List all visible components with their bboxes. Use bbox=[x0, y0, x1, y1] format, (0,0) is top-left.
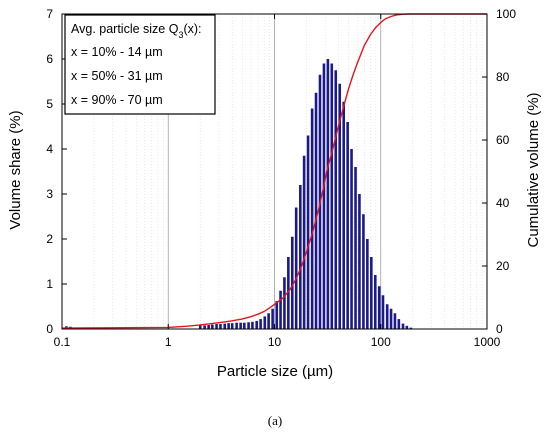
volume-share-bar bbox=[373, 275, 377, 329]
x-tick-label: 1000 bbox=[474, 335, 501, 349]
x-tick-label: 1 bbox=[165, 335, 172, 349]
legend: Avg. particle size Q3(x): x = 10% - 14 µ… bbox=[64, 14, 216, 115]
volume-share-bar bbox=[322, 63, 326, 329]
volume-share-bar bbox=[239, 322, 242, 329]
volume-share-bar bbox=[358, 194, 361, 329]
volume-share-bar bbox=[370, 257, 373, 329]
legend-title-subscript: 3 bbox=[178, 30, 183, 40]
volume-share-bar bbox=[342, 101, 345, 329]
y2-tick-label: 60 bbox=[496, 133, 510, 147]
legend-line-d90: x = 90% - 70 µm bbox=[71, 93, 163, 107]
y-tick-label: 1 bbox=[46, 277, 53, 291]
volume-share-bar bbox=[377, 286, 381, 329]
volume-share-bar bbox=[381, 295, 385, 329]
volume-share-bar bbox=[215, 324, 218, 329]
volume-share-bar bbox=[294, 207, 298, 329]
legend-box bbox=[64, 14, 216, 115]
legend-title-text: Avg. particle size Q bbox=[71, 22, 179, 36]
volume-share-bar bbox=[243, 322, 246, 329]
volume-share-bar bbox=[207, 324, 210, 329]
y-tick-label: 5 bbox=[46, 97, 53, 111]
volume-share-bar bbox=[338, 83, 342, 329]
volume-share-bar bbox=[251, 321, 254, 329]
volume-share-bar bbox=[350, 149, 353, 329]
volume-share-bar bbox=[405, 325, 409, 329]
volume-share-bar bbox=[223, 323, 227, 329]
x-tick-label: 10 bbox=[268, 335, 282, 349]
y2-axis-title: Cumulative volume (%) bbox=[525, 92, 542, 247]
volume-share-bar bbox=[290, 236, 294, 329]
volume-share-bar bbox=[275, 301, 279, 329]
volume-share-bar bbox=[279, 290, 282, 329]
volume-share-bar bbox=[198, 325, 202, 329]
x-axis-title: Particle size (µm) bbox=[217, 363, 333, 380]
volume-share-bar bbox=[259, 319, 262, 329]
volume-share-bar bbox=[283, 277, 286, 329]
volume-share-bar bbox=[330, 63, 334, 329]
volume-share-bar bbox=[310, 108, 314, 329]
volume-share-bar bbox=[362, 214, 365, 329]
y2-tick-label: 80 bbox=[496, 70, 510, 84]
y-tick-label: 2 bbox=[46, 232, 53, 246]
legend-line-d50: x = 50% - 31 µm bbox=[71, 69, 163, 83]
y2-tick-label: 20 bbox=[496, 259, 510, 273]
volume-share-bar bbox=[299, 185, 302, 329]
legend-title: Avg. particle size Q3(x): bbox=[71, 22, 202, 40]
y-tick-label: 7 bbox=[46, 7, 53, 21]
volume-share-bar bbox=[393, 313, 397, 329]
volume-share-bar bbox=[326, 59, 330, 329]
y2-tick-label: 0 bbox=[496, 322, 503, 336]
volume-share-bar bbox=[235, 322, 238, 329]
y-axis-title: Volume share (%) bbox=[7, 110, 24, 229]
volume-share-bar bbox=[271, 308, 274, 329]
volume-share-bar bbox=[230, 323, 234, 329]
volume-share-bar bbox=[389, 308, 393, 329]
y-tick-label: 4 bbox=[46, 142, 53, 156]
volume-share-bar bbox=[409, 327, 413, 329]
cumulative-series bbox=[61, 13, 487, 329]
x-tick-label: 0.1 bbox=[54, 335, 71, 349]
volume-share-bar bbox=[219, 324, 222, 329]
volume-share-bar bbox=[247, 322, 250, 329]
volume-share-bar bbox=[346, 122, 349, 329]
y-tick-label: 3 bbox=[46, 187, 53, 201]
cumulative-volume-line bbox=[61, 13, 487, 329]
volume-share-bar bbox=[397, 319, 401, 329]
volume-share-bar bbox=[334, 70, 338, 329]
volume-share-bar bbox=[366, 239, 369, 329]
volume-share-bar bbox=[263, 316, 267, 329]
y-tick-label: 0 bbox=[46, 322, 53, 336]
x-tick-label: 100 bbox=[371, 335, 391, 349]
volume-share-bar bbox=[287, 257, 290, 329]
volume-share-bar bbox=[314, 92, 318, 329]
volume-share-bar bbox=[354, 167, 357, 329]
y2-tick-label: 40 bbox=[496, 196, 510, 210]
volume-share-bar bbox=[255, 320, 259, 329]
legend-title-suffix: (x): bbox=[183, 22, 201, 36]
volume-share-bar bbox=[203, 325, 206, 329]
volume-share-bar bbox=[302, 155, 306, 329]
volume-share-bar bbox=[306, 135, 310, 329]
volume-share-bar bbox=[211, 324, 214, 329]
legend-line-d10: x = 10% - 14 µm bbox=[71, 45, 163, 59]
volume-share-bar bbox=[401, 323, 405, 329]
volume-share-bar bbox=[267, 313, 270, 329]
figure-caption: (a) bbox=[267, 413, 283, 428]
y2-tick-label: 100 bbox=[496, 7, 516, 21]
volume-share-bar bbox=[385, 304, 389, 329]
y-tick-label: 6 bbox=[46, 52, 53, 66]
volume-share-bar bbox=[227, 323, 230, 329]
